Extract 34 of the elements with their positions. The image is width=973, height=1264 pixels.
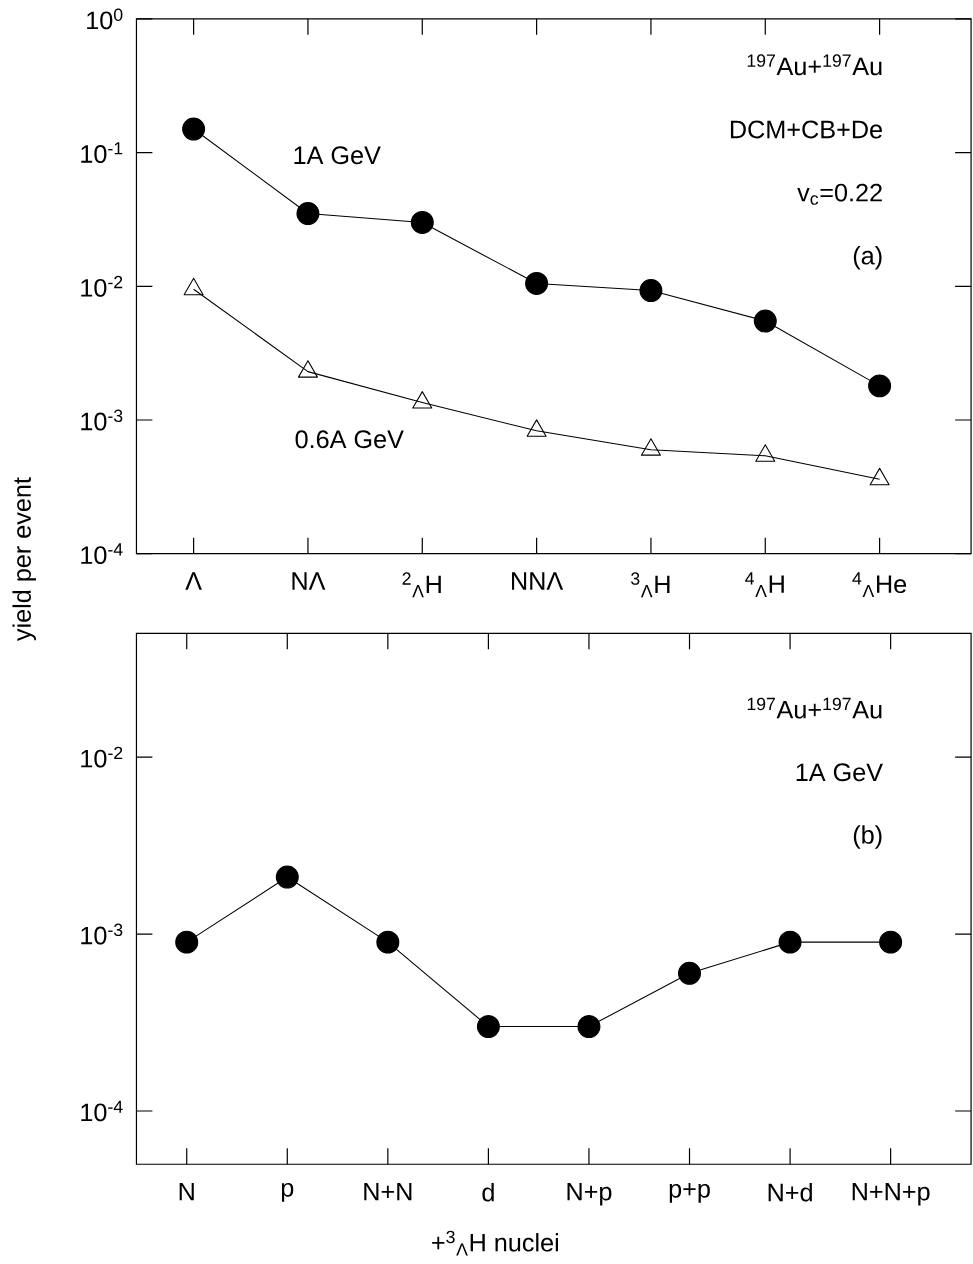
y-tick-label: 10$^{-1}$ [81,142,123,163]
x-tick-label: d [482,1182,494,1202]
x-tick-label: 3$_{Λ}$H [630,572,670,598]
x-tick-label: N+N [364,1182,412,1201]
annotation: 1A GeV [796,763,883,782]
x-tick-label: 4$_{Λ}$H [745,572,784,598]
y-tick-label: 10$^{-2}$ [81,275,123,297]
y-tick-label: 10$^{-3}$ [81,923,123,945]
y-tick-label: 10$^{0}$ [87,8,123,30]
x-tick-label: N [179,1182,194,1201]
annotation: DCM+CB+De [730,120,882,139]
x-tick-label: p [281,1182,294,1202]
x-tick-label: 4$_{Λ}$He [852,572,907,598]
y-tick-label: 10$^{-4}$ [81,543,123,565]
annotation: $^{197}$Au+$^{197}$Au [747,697,882,719]
y-tick-label: 10$^{-3}$ [81,409,123,431]
x-tick-label: N+d [768,1182,812,1202]
series-label: 1A GeV [294,146,381,165]
x-tick-label: N+p [567,1182,612,1206]
x-tick-label: NΛ [292,572,326,590]
y-tick-label: 10$^{-2}$ [81,746,123,768]
annotation: v$_{c}$=0.22 [797,183,882,205]
y-tick-label: 10$^{-4}$ [81,1100,123,1122]
x-tick-label: p+p [669,1182,710,1203]
annotation: $^{197}$Au+$^{197}$Au [747,54,882,76]
x-tick-label: 2$_{Λ}$H [402,572,441,598]
y-axis-title: yield per event [12,477,36,642]
x-tick-label: Λ [185,572,202,590]
series-label: 0.6A GeV [295,430,404,449]
annotation: (b) [853,825,882,849]
annotation: (a) [853,246,882,270]
x-axis-title: +$^{3}$$_{Λ}$H nuclei [432,1230,558,1256]
x-tick-label: N+N+p [852,1182,930,1206]
x-tick-label: NNΛ [511,572,564,590]
